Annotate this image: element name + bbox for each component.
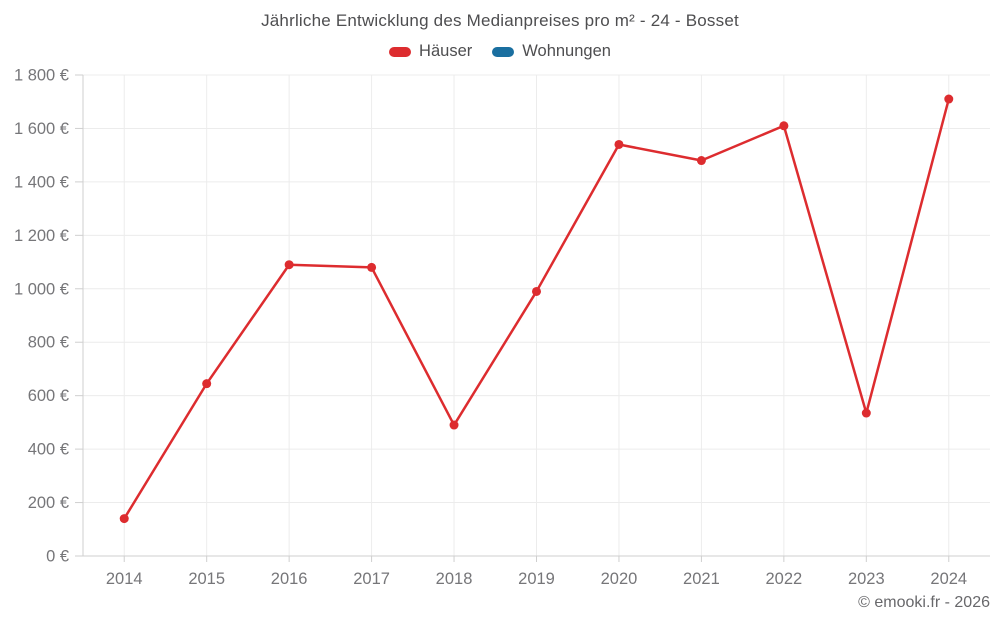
- copyright-watermark: © emooki.fr - 2026: [858, 594, 990, 611]
- x-axis-label: 2015: [188, 570, 225, 588]
- wohnungen-series-swatch: [492, 46, 515, 57]
- data-point-2014[interactable]: [119, 514, 129, 524]
- y-axis-label: 400 €: [28, 441, 69, 459]
- y-axis-label: 1 800 €: [14, 67, 69, 85]
- data-point-2016[interactable]: [284, 260, 294, 270]
- legend: Häuser Wohnungen: [0, 42, 1000, 61]
- y-axis-label: 1 600 €: [14, 120, 69, 138]
- x-axis-label: 2014: [106, 570, 143, 588]
- x-axis-label: 2020: [601, 570, 638, 588]
- data-point-2017[interactable]: [367, 262, 377, 272]
- y-axis-label: 1 000 €: [14, 280, 69, 298]
- x-axis-label: 2021: [683, 570, 720, 588]
- data-point-2019[interactable]: [532, 286, 541, 296]
- data-point-2024[interactable]: [944, 94, 954, 104]
- x-axis-label: 2024: [930, 570, 967, 588]
- x-axis-label: 2023: [848, 570, 885, 588]
- chart-title: Jährliche Entwicklung des Medianpreises …: [261, 11, 739, 30]
- x-axis-label: 2018: [436, 570, 473, 588]
- y-axis-label: 800 €: [28, 334, 69, 352]
- x-axis-label: 2016: [271, 570, 308, 588]
- data-point-2015[interactable]: [202, 379, 212, 389]
- data-point-2021[interactable]: [696, 156, 706, 166]
- y-axis-label: 0 €: [46, 548, 69, 566]
- x-axis-label: 2017: [353, 570, 390, 588]
- y-axis-label: 200 €: [28, 494, 69, 512]
- y-axis-label: 1 400 €: [14, 173, 69, 191]
- data-point-2020[interactable]: [614, 139, 624, 149]
- haeuser-series-label: Häuser: [419, 42, 473, 60]
- x-axis-label: 2019: [518, 570, 555, 588]
- wohnungen-series-label: Wohnungen: [522, 42, 611, 60]
- data-point-2022[interactable]: [779, 121, 789, 131]
- data-point-2023[interactable]: [861, 408, 871, 418]
- y-axis-label: 1 200 €: [14, 227, 69, 245]
- legend-item-haeuser[interactable]: Häuser: [389, 42, 472, 61]
- haeuser-series-swatch: [389, 46, 412, 57]
- x-axis-label: 2022: [766, 570, 803, 588]
- y-axis-label: 600 €: [28, 387, 69, 405]
- data-point-2018[interactable]: [449, 420, 459, 430]
- legend-item-wohnungen[interactable]: Wohnungen: [492, 42, 611, 61]
